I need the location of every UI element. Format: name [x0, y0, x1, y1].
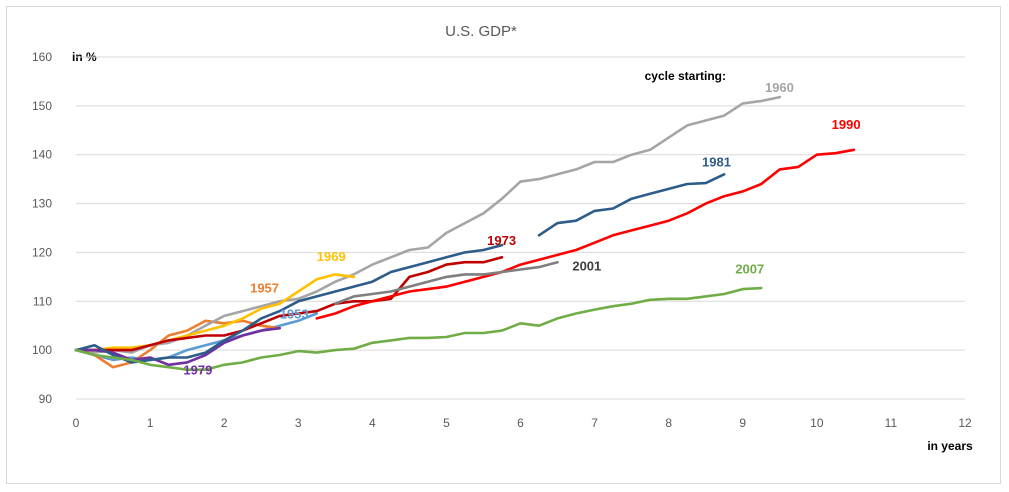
- y-tick-labels: 90 100 110 120 130 140 150 160: [32, 50, 52, 406]
- series-line-1957: [74, 319, 281, 369]
- x-tick-label: 4: [369, 416, 376, 430]
- x-tick-label: 11: [885, 416, 898, 430]
- y-tick-label: 90: [39, 392, 53, 406]
- series-label-1957: 1957: [250, 280, 279, 295]
- series-label-1981: 1981: [702, 154, 731, 169]
- series-label-2007: 2007: [735, 261, 764, 276]
- legend-caption: cycle starting:: [645, 69, 726, 83]
- series-label-1973: 1973: [487, 233, 516, 248]
- x-tick-label: 8: [665, 416, 672, 430]
- series-label-1960: 1960: [765, 80, 794, 95]
- series-line-1960: [74, 95, 782, 354]
- y-tick-label: 110: [33, 294, 52, 308]
- series-label-1979: 1979: [183, 363, 212, 378]
- y-tick-label: 150: [32, 99, 52, 113]
- series-line-1969: [74, 273, 356, 352]
- x-tick-label: 1: [147, 416, 154, 430]
- x-axis-label: in years: [927, 439, 973, 453]
- y-tick-label: 100: [32, 343, 52, 357]
- y-tick-label: 160: [32, 50, 52, 64]
- series-line-2007: [74, 286, 763, 371]
- x-tick-label: 6: [517, 416, 524, 430]
- series-label-1969: 1969: [317, 249, 346, 264]
- y-tick-label: 120: [32, 245, 52, 259]
- x-tick-labels: 0 1 2 3 4 5 6 7 8 9 10 11 12: [73, 416, 972, 430]
- y-tick-label: 130: [32, 197, 52, 211]
- x-tick-label: 2: [221, 416, 228, 430]
- chart-title: U.S. GDP*: [445, 23, 517, 40]
- x-tick-label: 9: [739, 416, 746, 430]
- series-line-1981: [74, 173, 726, 364]
- x-tick-label: 12: [958, 416, 972, 430]
- series-label-2001: 2001: [572, 259, 601, 274]
- series-lines: [74, 95, 856, 371]
- series-label-1990: 1990: [832, 117, 861, 132]
- series-line-2001: [334, 260, 559, 305]
- series-line-1990: [315, 148, 856, 320]
- gridlines: [76, 56, 965, 400]
- x-tick-label: 0: [73, 416, 80, 430]
- x-tick-label: 3: [295, 416, 302, 430]
- y-tick-label: 140: [32, 148, 52, 162]
- x-tick-label: 5: [443, 416, 450, 430]
- chart-frame: [6, 6, 1001, 484]
- x-tick-label: 7: [591, 416, 598, 430]
- series-label-1953: 1953: [280, 306, 309, 321]
- x-tick-label: 10: [810, 416, 824, 430]
- series-line-1973: [74, 256, 504, 352]
